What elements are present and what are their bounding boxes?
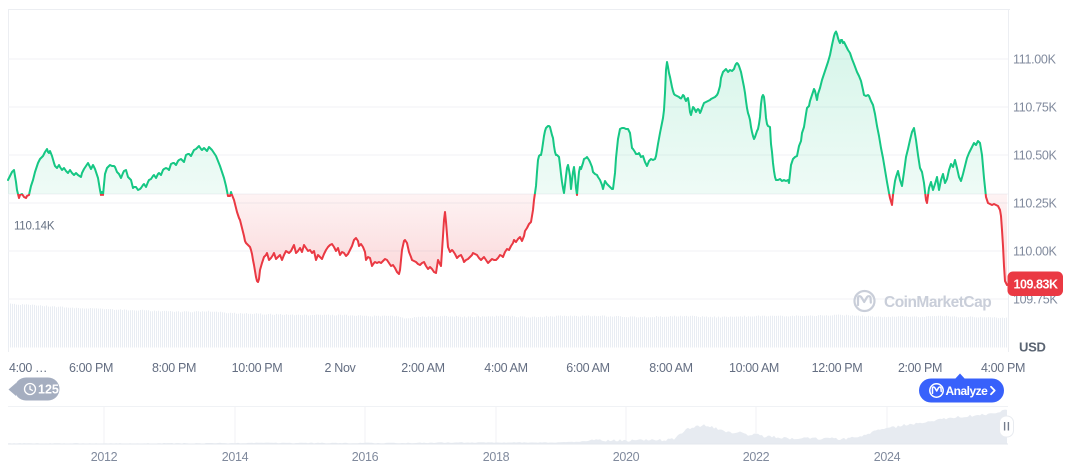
svg-text:2022: 2022 <box>743 450 770 464</box>
svg-text:2014: 2014 <box>222 450 249 464</box>
svg-text:10:00 AM: 10:00 AM <box>729 361 779 375</box>
svg-text:4:00 AM: 4:00 AM <box>484 361 527 375</box>
svg-text:CoinMarketCap: CoinMarketCap <box>884 294 991 311</box>
svg-text:110.50K: 110.50K <box>1013 149 1058 163</box>
svg-text:6:00 PM: 6:00 PM <box>69 361 113 375</box>
svg-text:109.83K: 109.83K <box>1013 277 1058 291</box>
svg-text:110.14K: 110.14K <box>14 221 55 233</box>
svg-text:4:00 …: 4:00 … <box>9 361 47 375</box>
svg-text:8:00 AM: 8:00 AM <box>649 361 692 375</box>
svg-text:8:00 PM: 8:00 PM <box>152 361 196 375</box>
svg-text:2024: 2024 <box>874 450 901 464</box>
svg-text:111.00K: 111.00K <box>1013 53 1057 67</box>
svg-text:2:00 PM: 2:00 PM <box>898 361 942 375</box>
svg-text:2 Nov: 2 Nov <box>325 361 357 375</box>
svg-text:2016: 2016 <box>352 450 379 464</box>
svg-text:110.75K: 110.75K <box>1013 101 1058 115</box>
svg-text:2020: 2020 <box>613 450 640 464</box>
svg-text:6:00 AM: 6:00 AM <box>566 361 609 375</box>
svg-text:12:00 PM: 12:00 PM <box>812 361 863 375</box>
svg-text:USD: USD <box>1019 340 1046 355</box>
svg-text:10:00 PM: 10:00 PM <box>232 361 283 375</box>
svg-text:4:00 PM: 4:00 PM <box>981 361 1025 375</box>
svg-text:2012: 2012 <box>91 450 118 464</box>
svg-text:110.00K: 110.00K <box>1013 245 1058 259</box>
svg-text:2018: 2018 <box>483 450 510 464</box>
svg-text:Analyze: Analyze <box>946 384 989 398</box>
svg-text:2:00 AM: 2:00 AM <box>401 361 444 375</box>
svg-text:110.25K: 110.25K <box>1013 197 1058 211</box>
svg-text:125: 125 <box>38 383 59 397</box>
